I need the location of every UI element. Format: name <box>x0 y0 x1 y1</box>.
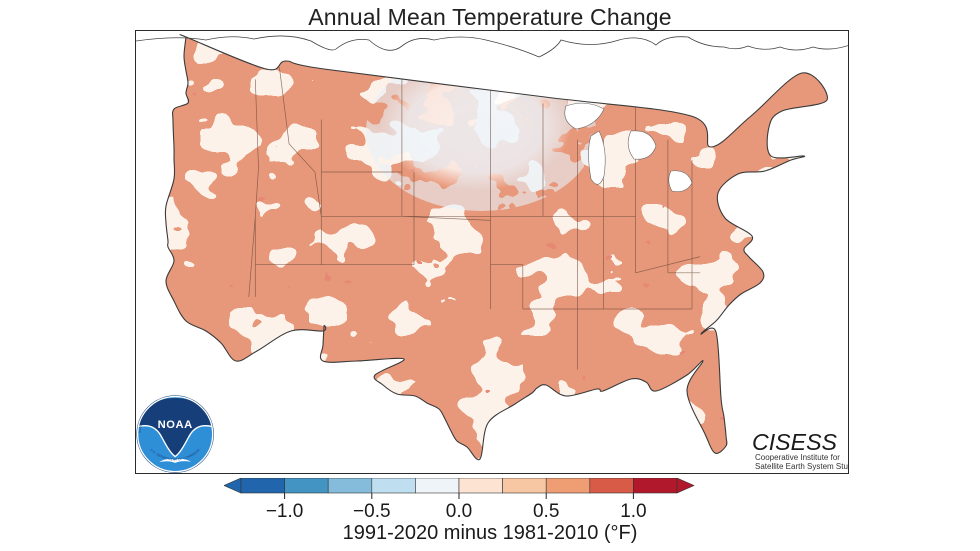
svg-text:−0.5: −0.5 <box>353 501 391 522</box>
svg-text:NOAA: NOAA <box>158 419 193 431</box>
svg-text:Satellite Earth System Studies: Satellite Earth System Studies <box>755 462 849 471</box>
svg-text:1.0: 1.0 <box>620 501 646 522</box>
svg-text:0.0: 0.0 <box>446 501 472 522</box>
svg-text:0.5: 0.5 <box>533 501 559 522</box>
svg-text:−1.0: −1.0 <box>266 501 304 522</box>
svg-text:Cooperative Institute for: Cooperative Institute for <box>755 453 840 462</box>
svg-text:CISESS: CISESS <box>752 429 838 455</box>
